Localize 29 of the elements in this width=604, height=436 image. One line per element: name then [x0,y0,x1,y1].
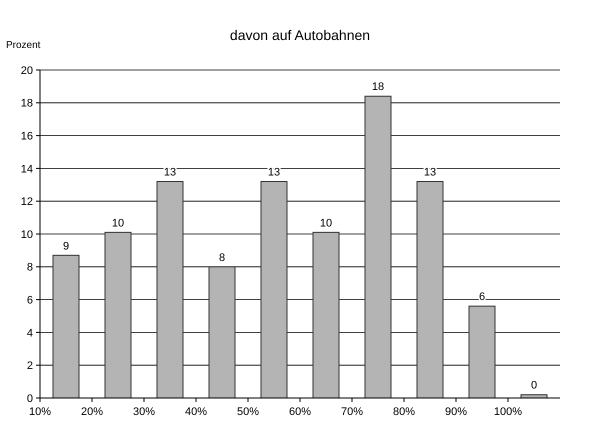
data-label: 0 [530,380,538,392]
x-tick-label: 30% [132,406,156,418]
data-label: 18 [372,81,384,94]
y-tick-label: 14 [20,163,33,176]
x-tick-label: 90% [444,406,468,418]
y-tick-label: 8 [26,262,33,274]
x-tick-label: 100% [494,406,522,418]
data-label: 9 [62,240,70,252]
data-label: 10 [320,217,332,230]
y-axis-title: Prozent [6,40,41,51]
y-tick-label: 6 [26,294,33,306]
data-label: 10 [112,217,124,230]
y-tick-label: 2 [26,360,33,372]
data-label: 8 [218,252,226,264]
x-tick-label: 20% [80,406,104,418]
x-tick-label: 10% [28,406,52,418]
x-tick-label: 40% [184,406,208,418]
x-tick-label: 80% [392,406,416,418]
x-tick-label: 50% [236,406,260,418]
y-tick-label: 0 [26,392,33,405]
x-tick-label: 70% [340,406,364,418]
y-tick-label: 16 [20,130,33,142]
y-tick-label: 20 [20,64,33,77]
x-tick-label: 60% [288,406,312,418]
y-tick-label: 4 [26,327,33,340]
chart-title: davon auf Autobahnen [230,27,370,43]
y-tick-label: 12 [20,196,33,208]
y-tick-label: 10 [20,228,33,241]
y-tick-label: 18 [20,98,33,110]
